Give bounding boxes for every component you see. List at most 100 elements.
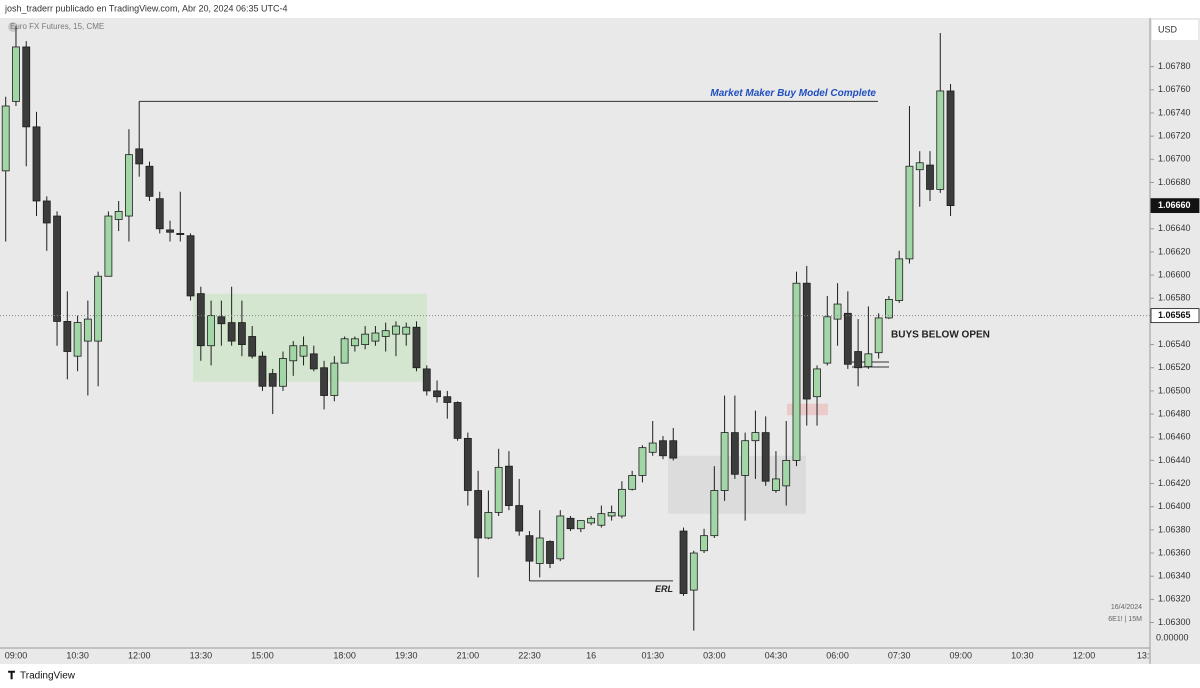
- price-badge: [1150, 308, 1200, 324]
- x-tick-label: 19:30: [395, 650, 418, 660]
- candle-body: [1, 105, 10, 172]
- y-tick-label: 1.06400: [1158, 501, 1191, 511]
- candle-body: [63, 321, 72, 352]
- candle-body: [741, 440, 750, 476]
- symbol-label: Euro FX Futures, 15, CME: [10, 22, 104, 31]
- x-tick-label: 22:30: [518, 650, 541, 660]
- candle-body: [587, 517, 595, 524]
- candle-body: [802, 282, 811, 400]
- candle-body: [422, 368, 431, 392]
- y-tick-label: 1.06360: [1158, 547, 1191, 557]
- candle-body: [299, 345, 308, 357]
- candle-body: [926, 164, 934, 190]
- candle-body: [135, 148, 144, 165]
- candle-body: [782, 459, 791, 487]
- info-symbol: 6E1! | 15M: [1108, 616, 1142, 623]
- price-badge: [1150, 198, 1200, 214]
- info-date: 16/4/2024: [1111, 604, 1142, 611]
- y-tick-label: 1.06780: [1158, 61, 1191, 71]
- annotation-text: Market Maker Buy Model Complete: [710, 88, 876, 99]
- candle-body: [238, 322, 246, 345]
- zone: [787, 403, 828, 416]
- candle-body: [361, 333, 370, 345]
- candle-body: [104, 215, 113, 277]
- candle-body: [83, 318, 92, 342]
- currency-box: [1152, 20, 1198, 40]
- bottom-scale-label: 0.00000: [1156, 632, 1189, 642]
- candle-body: [648, 442, 657, 453]
- y-tick-label: 1.06500: [1158, 385, 1191, 395]
- candle-body: [556, 515, 565, 560]
- candle-body: [669, 440, 678, 459]
- candle-body: [443, 396, 452, 403]
- x-tick-label: 07:30: [888, 650, 911, 660]
- candle-body: [42, 200, 51, 224]
- candle-body: [710, 490, 719, 537]
- candle-body: [22, 46, 31, 128]
- y-tick-label: 1.06740: [1158, 107, 1191, 117]
- candle-body: [53, 215, 61, 322]
- candle-body: [813, 368, 821, 398]
- x-tick-label: 10:30: [1011, 650, 1034, 660]
- candle-body: [402, 326, 411, 335]
- candle-body: [843, 312, 852, 365]
- x-tick-label: 10:30: [66, 650, 89, 660]
- y-tick-label: 1.06700: [1158, 154, 1191, 164]
- candle-body: [248, 336, 257, 357]
- x-tick-label: 01:30: [641, 650, 664, 660]
- candle-body: [484, 512, 493, 539]
- x-tick-label: 12:00: [1073, 650, 1096, 660]
- candle-body: [576, 520, 585, 530]
- y-tick-label: 1.06720: [1158, 131, 1191, 141]
- x-tick-label: 12:00: [128, 650, 151, 660]
- candle-body: [258, 355, 267, 387]
- candle-body: [936, 90, 945, 190]
- price-badge-label: 1.06660: [1158, 200, 1191, 210]
- candle-body: [279, 358, 287, 387]
- footer-brand: TradingView: [20, 671, 76, 682]
- candle-body: [186, 235, 195, 297]
- candle-body: [176, 233, 185, 235]
- candle-body: [792, 282, 801, 461]
- y-tick-label: 1.06440: [1158, 455, 1191, 465]
- candle-body: [885, 299, 893, 319]
- candle-body: [94, 275, 103, 342]
- candle-body: [854, 351, 863, 369]
- candle-body: [289, 345, 298, 362]
- candle-body: [217, 316, 226, 325]
- candle-body: [659, 440, 667, 457]
- candle-body: [463, 437, 472, 491]
- x-tick-label: 04:30: [765, 650, 788, 660]
- x-tick-label: 18:00: [333, 650, 356, 660]
- time-axis-background: [0, 648, 1200, 664]
- x-tick-label: 09:00: [950, 650, 973, 660]
- currency-label: USD: [1158, 24, 1178, 34]
- footer-logo: 𝐓: [8, 670, 15, 682]
- candle-body: [700, 535, 708, 552]
- candle-body: [597, 513, 606, 526]
- candle-body: [915, 162, 924, 171]
- candle-body: [494, 466, 503, 513]
- candle-body: [638, 447, 647, 476]
- header-text: josh_traderr publicado en TradingView.co…: [4, 3, 288, 13]
- x-tick-label: 06:00: [826, 650, 849, 660]
- y-tick-label: 1.06540: [1158, 339, 1191, 349]
- candle-body: [505, 465, 513, 506]
- y-tick-label: 1.06380: [1158, 524, 1191, 534]
- footer: 𝐓 TradingView: [8, 670, 76, 682]
- y-tick-label: 1.06580: [1158, 293, 1191, 303]
- candle-body: [155, 198, 164, 230]
- x-tick-label: 16: [586, 650, 596, 660]
- candle-body: [628, 475, 637, 490]
- candle-body: [689, 552, 698, 591]
- candle-body: [392, 325, 400, 335]
- x-tick-label: 13:30: [190, 650, 213, 660]
- annotation-text: BUYS BELOW OPEN: [891, 330, 990, 341]
- candle-body: [350, 338, 359, 347]
- candle-body: [874, 317, 883, 354]
- candle-body: [607, 512, 616, 517]
- candle-body: [515, 505, 524, 532]
- candle-body: [166, 229, 174, 233]
- x-tick-label: 09:00: [5, 650, 28, 660]
- candle-body: [309, 353, 318, 370]
